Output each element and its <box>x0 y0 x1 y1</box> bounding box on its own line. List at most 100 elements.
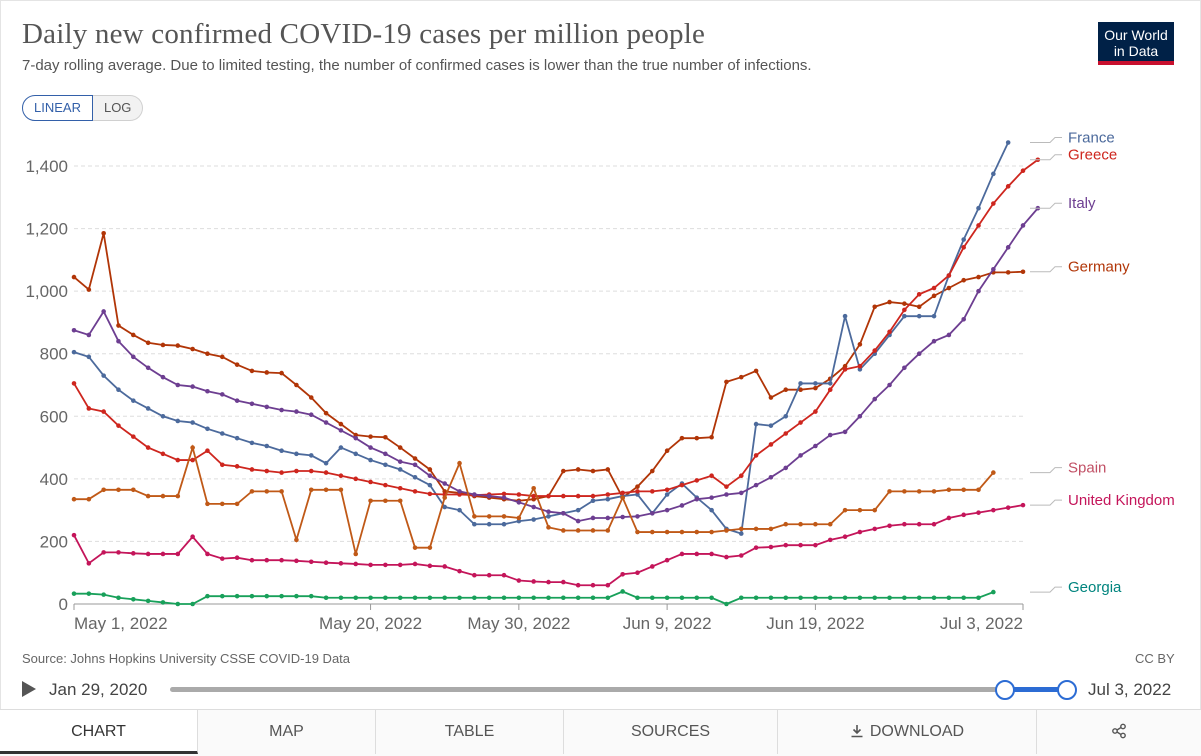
data-point <box>679 435 685 441</box>
data-point <box>71 327 77 333</box>
chart-title: Daily new confirmed COVID-19 cases per m… <box>22 18 706 50</box>
log-scale-button[interactable]: LOG <box>92 95 144 121</box>
data-point <box>902 301 907 306</box>
tab-download[interactable]: DOWNLOAD <box>778 710 1037 754</box>
data-point <box>501 514 507 519</box>
data-point <box>887 523 892 529</box>
data-point <box>649 468 655 474</box>
data-point <box>338 445 344 450</box>
legend-label[interactable]: Germany <box>1068 259 1130 276</box>
timeline-end-handle[interactable] <box>1057 680 1078 700</box>
timeline-track[interactable] <box>170 680 1078 700</box>
y-tick-label: 200 <box>40 532 68 551</box>
data-point <box>234 464 240 469</box>
data-point <box>561 493 566 499</box>
legend-label[interactable]: Italy <box>1068 195 1096 212</box>
data-point <box>219 556 225 561</box>
data-point <box>205 501 210 507</box>
data-point <box>501 572 507 578</box>
data-point <box>472 595 477 601</box>
tab-chart[interactable]: CHART <box>0 710 198 754</box>
license-link[interactable]: CC BY <box>1135 651 1175 666</box>
data-point <box>145 365 151 371</box>
tab-map[interactable]: MAP <box>198 710 376 754</box>
data-point <box>131 487 136 493</box>
data-point <box>71 349 77 355</box>
data-point <box>546 514 551 519</box>
series-united-kingdom[interactable] <box>71 502 1026 588</box>
data-point <box>561 579 566 585</box>
data-point <box>590 515 596 521</box>
data-point <box>590 493 596 499</box>
data-point <box>590 468 596 474</box>
series-germany[interactable] <box>71 230 1026 504</box>
data-point <box>842 534 848 540</box>
data-point <box>160 451 166 457</box>
legend-label[interactable]: United Kingdom <box>1068 492 1175 509</box>
data-point <box>1005 140 1011 145</box>
series-spain[interactable] <box>71 444 996 557</box>
data-point <box>931 313 937 319</box>
data-point <box>768 544 774 550</box>
data-point <box>664 507 670 513</box>
data-point <box>798 542 803 548</box>
data-point <box>961 237 966 242</box>
data-point <box>219 354 225 360</box>
data-point <box>323 470 329 475</box>
data-point <box>724 492 729 497</box>
data-point <box>842 313 848 319</box>
owid-logo[interactable]: Our World in Data <box>1098 22 1174 65</box>
data-point <box>397 485 403 491</box>
data-point <box>442 495 448 500</box>
data-point <box>783 595 789 601</box>
data-point <box>798 387 803 392</box>
legend-label[interactable]: Spain <box>1068 460 1106 477</box>
data-point <box>768 423 774 428</box>
data-point <box>86 561 92 566</box>
data-point <box>353 451 359 457</box>
data-point <box>946 595 952 601</box>
linear-scale-button[interactable]: LINEAR <box>22 95 93 121</box>
legend-label[interactable]: Greece <box>1068 147 1117 164</box>
data-point <box>160 413 166 419</box>
tab-sources[interactable]: SOURCES <box>564 710 778 754</box>
data-point <box>916 351 922 357</box>
play-icon[interactable] <box>22 681 36 697</box>
source-note: Source: Johns Hopkins University CSSE CO… <box>22 651 351 666</box>
data-point <box>783 542 789 548</box>
series-france[interactable] <box>71 140 1011 536</box>
data-point <box>427 563 433 569</box>
tab-table[interactable]: TABLE <box>376 710 564 754</box>
series-georgia[interactable] <box>71 589 996 607</box>
data-point <box>101 550 106 555</box>
data-point <box>961 487 966 493</box>
download-label: DOWNLOAD <box>869 723 965 740</box>
legend-label[interactable]: France <box>1068 130 1115 147</box>
y-tick-label: 1,400 <box>25 157 68 176</box>
data-point <box>546 509 551 515</box>
data-point <box>205 388 210 394</box>
data-point <box>931 338 937 344</box>
data-point <box>294 593 299 599</box>
data-point <box>219 501 225 507</box>
data-point <box>783 465 789 471</box>
data-point <box>753 482 759 488</box>
data-point <box>308 559 314 565</box>
data-point <box>190 445 195 450</box>
legend-connector <box>1030 154 1062 161</box>
data-point <box>175 551 181 557</box>
tab-share[interactable] <box>1037 710 1201 754</box>
data-point <box>279 593 284 599</box>
data-point <box>961 595 966 601</box>
series-italy[interactable] <box>71 205 1041 524</box>
data-point <box>412 456 418 461</box>
timeline-start-handle[interactable] <box>995 680 1016 700</box>
data-point <box>442 504 448 510</box>
data-point <box>190 601 195 607</box>
data-point <box>991 470 996 475</box>
data-point <box>472 521 477 527</box>
legend-label[interactable]: Georgia <box>1068 579 1122 596</box>
data-point <box>738 374 744 380</box>
data-point <box>457 595 462 601</box>
data-point <box>605 492 611 497</box>
